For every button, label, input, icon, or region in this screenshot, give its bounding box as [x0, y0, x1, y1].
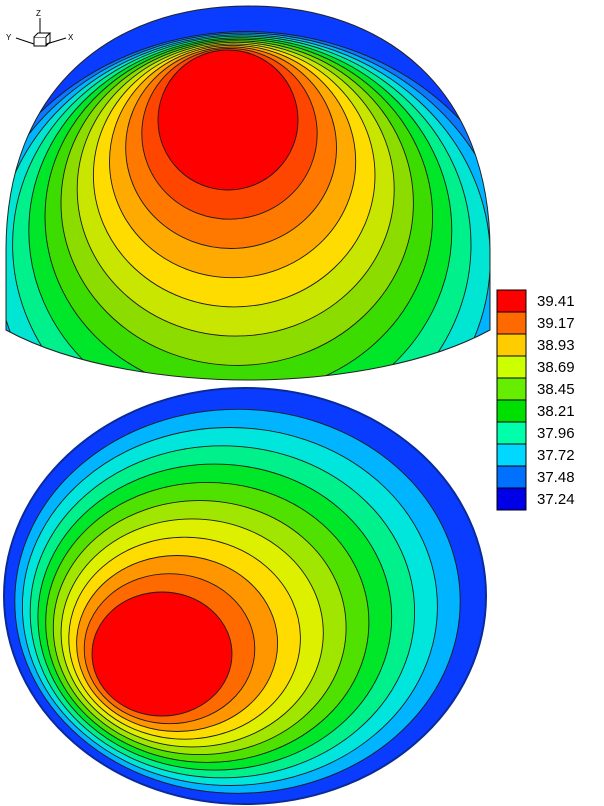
legend-label: 37.72: [537, 447, 575, 464]
dome-contour-band: [157, 49, 299, 191]
legend-swatch: [496, 333, 527, 357]
legend-label: 39.17: [537, 315, 575, 332]
axis-cube-icon: [33, 36, 47, 47]
axis-triad: Z Y X: [6, 9, 74, 47]
legend-label: 38.45: [537, 381, 575, 398]
legend-swatch: [496, 289, 527, 313]
contour-legend: 39.41 39.17 38.93 38.69 38.45 38.21 37.96 37.72…: [496, 289, 575, 511]
legend-swatch: [496, 421, 527, 445]
axis-x-label: X: [68, 33, 74, 42]
legend-swatch: [496, 465, 527, 489]
disk-contour-view: [4, 388, 486, 804]
legend-label: 39.41: [537, 293, 575, 310]
legend-swatch: [496, 311, 527, 335]
axis-z-label: Z: [36, 9, 41, 18]
disk-outline: [3, 387, 487, 805]
disk-contour-band: [91, 591, 233, 717]
legend-label: 37.48: [537, 469, 575, 486]
legend-label: 38.21: [537, 403, 575, 420]
legend-label: 38.69: [537, 359, 575, 376]
legend-swatch: [496, 355, 527, 379]
legend-swatch: [496, 399, 527, 423]
legend-label: 38.93: [537, 337, 575, 354]
legend-swatch: [496, 377, 527, 401]
legend-swatch: [496, 443, 527, 467]
axis-y-label: Y: [6, 33, 12, 42]
legend-swatch: [496, 487, 527, 511]
dome-outline: [5, 5, 491, 381]
legend-label: 37.24: [537, 491, 575, 508]
legend-label: 37.96: [537, 425, 575, 442]
